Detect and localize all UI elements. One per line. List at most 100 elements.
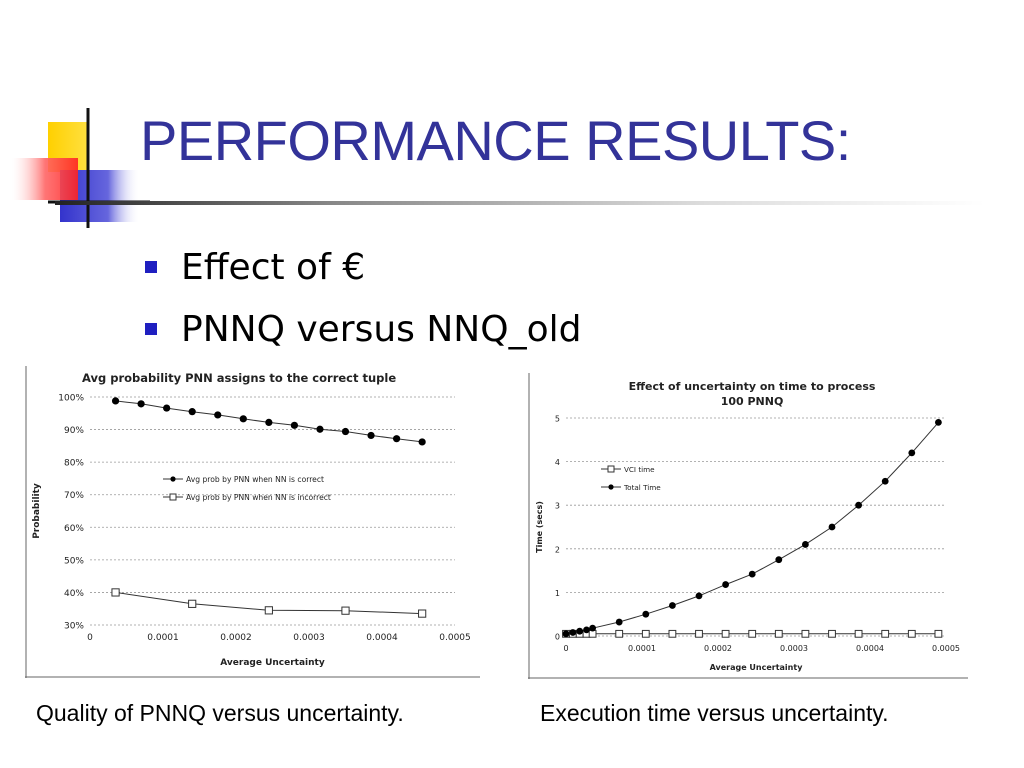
chart-right-data-point <box>748 629 757 638</box>
chart-right-x-tick-label: 0.0004 <box>856 644 884 653</box>
bullet-item: PNNQ versus NNQ_old <box>145 298 581 360</box>
chart-right-x-tick-label: 0.0001 <box>628 644 656 653</box>
chart-right-legend-label: Total Time <box>623 483 661 492</box>
chart-right-data-point <box>641 629 650 638</box>
chart-right-x-tick-label: 0.0003 <box>780 644 808 653</box>
chart-right-legend-marker <box>607 465 615 473</box>
chart-right-data-point <box>589 624 596 632</box>
chart-left-data-point <box>265 418 273 427</box>
square-bullet-icon <box>145 261 157 273</box>
chart-left-data-point <box>264 606 273 615</box>
chart-right-data-point <box>615 618 623 626</box>
chart-left-data-point <box>111 588 120 597</box>
chart-left-data-point <box>341 427 350 436</box>
deco-red-square <box>12 158 78 200</box>
chart-right-y-tick-label: 3 <box>555 502 560 511</box>
caption-left: Quality of PNNQ versus uncertainty. <box>36 700 404 726</box>
chart-left-data-point <box>111 397 120 405</box>
chart-right-y-tick-label: 5 <box>555 415 560 424</box>
chart-right-data-point <box>934 629 943 638</box>
chart-left-legend-marker <box>169 493 177 501</box>
chart-right-y-tick-label: 0 <box>555 633 560 642</box>
bullet-text: PNNQ versus NNQ_old <box>181 308 582 350</box>
chart-right-data-point <box>562 630 570 638</box>
chart-left-legend-label: Avg prob by PNN when NN is incorrect <box>186 493 331 502</box>
chart-left-y-tick-label: 40% <box>64 589 84 599</box>
chart-left-x-tick-label: 0.0001 <box>147 633 179 643</box>
chart-right-data-point <box>695 592 703 600</box>
chart-left-y-tick-label: 70% <box>64 491 84 501</box>
chart-right-x-tick-label: 0 <box>563 644 568 653</box>
chart-left-data-point <box>188 408 196 416</box>
chart-left-y-tick-label: 60% <box>64 524 84 534</box>
chart-right-x-axis-label: Average Uncertainty <box>710 663 804 672</box>
chart-right-y-tick-label: 4 <box>555 458 560 467</box>
slide-title: PERFORMANCE RESULTS: <box>140 109 851 172</box>
chart-left-y-axis-label: Probability <box>32 483 42 539</box>
chart-right-y-tick-label: 1 <box>555 589 560 598</box>
chart-left-y-tick-label: 50% <box>64 556 84 566</box>
chart-left-y-tick-label: 80% <box>64 459 84 469</box>
chart-right-data-point <box>881 477 889 485</box>
chart-right-data-point <box>774 629 783 638</box>
chart-left-y-tick-label: 100% <box>58 394 84 404</box>
chart-right-x-tick-label: 0.0005 <box>932 644 960 653</box>
chart-right-data-point <box>748 570 756 578</box>
chart-left-data-point <box>137 400 145 408</box>
chart-right-data-point <box>801 629 810 638</box>
chart-right-y-tick-label: 2 <box>555 545 560 554</box>
chart-left-x-axis-label: Average Uncertainty <box>220 658 325 668</box>
chart-right-data-point <box>828 629 836 638</box>
caption-right: Execution time versus uncertainty. <box>540 700 889 726</box>
square-bullet-icon <box>145 323 157 335</box>
chart-right-data-point <box>935 418 942 426</box>
chart-right-data-point <box>907 629 916 638</box>
chart-left-data-point <box>367 431 375 440</box>
chart-left-data-point <box>239 415 247 423</box>
chart-left-data-point <box>163 404 171 412</box>
chart-left-title: Avg probability PNN assigns to the corre… <box>82 371 396 385</box>
chart-left-data-point <box>188 599 197 608</box>
chart-right-data-point <box>881 629 890 638</box>
title-underline <box>55 201 985 205</box>
probability-chart: Avg probability PNN assigns to the corre… <box>25 366 480 678</box>
chart-left-data-point <box>214 411 222 419</box>
chart-left-x-tick-label: 0.0004 <box>366 633 398 643</box>
chart-right-data-point <box>583 626 590 634</box>
chart-left-x-tick-label: 0 <box>87 633 93 643</box>
chart-right-data-point <box>802 541 809 548</box>
chart-right-data-point <box>908 449 916 457</box>
chart-left-x-tick-label: 0.0005 <box>439 633 471 643</box>
chart-right-y-axis-label: Time (secs) <box>535 501 544 553</box>
chart-left-data-point <box>316 425 324 433</box>
bullet-text: Effect of € <box>181 246 366 288</box>
chart-right-title: 100 PNNQ <box>721 395 784 408</box>
chart-right-data-point <box>615 629 624 638</box>
chart-left-data-point <box>290 421 298 429</box>
chart-right-data-point <box>569 629 577 636</box>
chart-right-data-point <box>642 610 650 618</box>
chart-right-data-point <box>668 629 677 638</box>
chart-right-legend-label: VCI time <box>624 465 655 474</box>
chart-right-series-line-total-time <box>565 422 939 635</box>
chart-right-data-point <box>855 501 862 509</box>
chart-right-data-point <box>775 556 783 564</box>
chart-left-y-tick-label: 90% <box>64 426 84 436</box>
chart-right-data-point <box>695 629 703 638</box>
chart-right-data-point <box>669 602 676 609</box>
chart-left-x-tick-label: 0.0003 <box>293 633 325 643</box>
bullet-item: Effect of € <box>145 236 581 298</box>
chart-left-data-point <box>418 609 427 618</box>
chart-left-legend-label: Avg prob by PNN when NN is correct <box>186 475 324 484</box>
chart-left-legend-marker <box>170 476 176 482</box>
chart-right-legend-marker <box>608 484 614 490</box>
corner-decoration <box>12 108 150 228</box>
chart-right-data-point <box>576 627 584 635</box>
chart-right-x-tick-label: 0.0002 <box>704 644 732 653</box>
chart-left-data-point <box>341 606 350 615</box>
chart-right-data-point <box>722 581 729 588</box>
bullet-list: Effect of € PNNQ versus NNQ_old <box>145 236 581 360</box>
chart-left-x-tick-label: 0.0002 <box>220 633 252 643</box>
execution-time-chart: Effect of uncertainty on time to process… <box>528 373 968 679</box>
chart-right-data-point <box>854 629 863 638</box>
